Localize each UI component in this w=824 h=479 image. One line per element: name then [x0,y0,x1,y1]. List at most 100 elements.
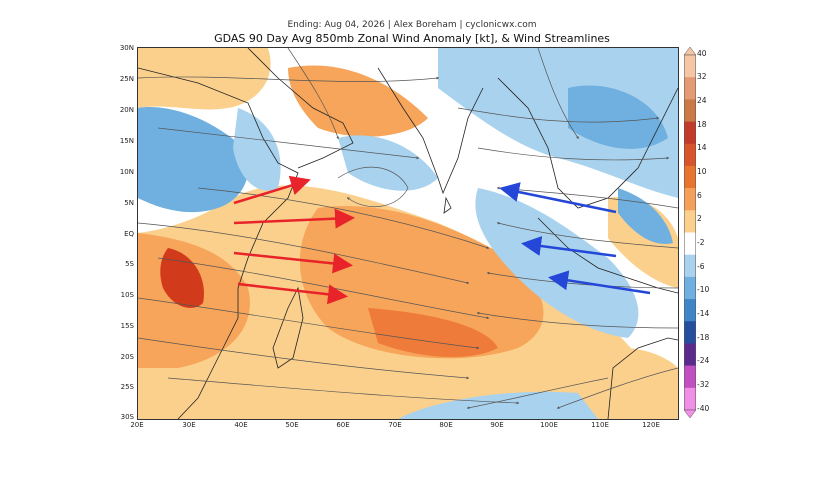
colorbar-label: 6 [697,191,702,200]
easterly-arrow [499,182,617,214]
colorbar-label: 2 [697,214,702,223]
streamline [138,337,470,380]
colorbar-label: -6 [697,262,705,271]
colorbar-bottom-extension [684,409,696,418]
indonesia-coastline [537,217,678,294]
colorbar-segment [684,232,696,255]
streamline [138,297,480,350]
colorbar-segment [684,276,696,300]
lon-label: 90E [490,421,504,429]
lat-label: 10N [119,168,134,176]
easterly-arrows [499,182,651,295]
map-svg [138,48,678,419]
anomaly-blue-south [398,391,598,419]
australia-coastline [607,337,678,419]
westerly-arrow [233,208,355,229]
westerly-arrows [233,175,355,305]
anomaly-blue-maritime [475,188,639,338]
anomaly-orange-india [288,65,428,137]
lat-label: 20N [119,106,134,114]
colorbar-segment [684,387,696,411]
streamline [476,311,678,329]
colorbar-segment [684,165,696,189]
anomaly-orange-australia [554,347,678,419]
anomaly-blue-arabian-sea [338,135,438,191]
map-panel [137,47,679,420]
colorbar-label: -18 [697,333,710,342]
streamline [138,76,440,82]
easterly-arrow [521,236,617,258]
se-asia-coastline [497,77,678,209]
westerly-arrow [233,175,311,205]
sri-lanka-coastline [443,196,452,214]
anomaly-blue-horn [233,108,281,191]
streamline [457,107,660,123]
lat-label: 15N [119,137,134,145]
lon-label: 120E [642,421,660,429]
lon-label: 30E [182,421,196,429]
colorbar-label: 32 [697,72,707,81]
anomaly-orange-central [299,206,544,359]
colorbar-segment [684,143,696,167]
streamline [167,377,520,405]
colorbar-segment [684,254,696,278]
streamline [537,48,579,140]
colorbar-label: -14 [697,309,710,318]
streamline [496,221,678,249]
streamline [287,48,339,140]
streamline [138,222,470,285]
lon-label: 60E [336,421,350,429]
colorbar-segment [684,188,696,211]
streamline [157,257,490,320]
arabia-coastline [247,48,354,169]
colorbar-segment [684,299,696,322]
colorbar-label: -10 [697,285,710,294]
colorbar-segment [684,55,696,78]
streamline [477,147,670,161]
westerly-arrow [237,282,348,305]
streamline [157,127,420,160]
lat-label: 20S [120,353,134,361]
streamline [337,166,409,207]
streamline [486,271,678,289]
lon-label: 70E [388,421,402,429]
colorbar-segments [684,54,696,411]
colorbar-label: 24 [697,96,707,105]
colorbar-label: 40 [697,49,707,58]
anomaly-blue-strong-indonesia [618,188,673,244]
lon-label: 100E [540,421,558,429]
lat-label: 15S [120,322,134,330]
colorbar-segment [684,99,696,122]
anomaly-blue-east-china [568,85,668,149]
colorbar-segment [684,365,696,389]
lon-label: 40E [234,421,248,429]
lat-label: 25S [120,383,134,391]
lon-label: 50E [285,421,299,429]
easterly-arrow [548,270,651,295]
streamline [466,377,609,410]
colorbar-segment [684,77,696,100]
lon-label: 80E [439,421,453,429]
colorbar-segment [684,210,696,233]
colorbar-label: 10 [697,167,707,176]
lon-label: 110E [591,421,609,429]
colorbar-segment [684,121,696,145]
streamline [556,367,678,409]
lat-label: 30N [119,44,134,52]
negative-anomaly-field [138,48,678,419]
lat-label: 25N [119,75,134,83]
anomaly-orange-southern [368,308,498,358]
colorbar-label: -24 [697,356,710,365]
colorbar [684,47,696,418]
colorbar-top-extension [684,47,696,56]
lat-label: 5N [124,199,134,207]
lat-label: 10S [120,291,134,299]
colorbar-label: 18 [697,120,707,129]
lat-label: 5S [125,260,134,268]
colorbar-label: -32 [697,380,710,389]
india-coastline [377,67,484,195]
colorbar-segment [684,343,696,366]
chart-subtitle: Ending: Aug 04, 2026 | Alex Boreham | cy… [287,20,537,30]
anomaly-blue-east [438,48,678,198]
colorbar-label: -2 [697,238,705,247]
